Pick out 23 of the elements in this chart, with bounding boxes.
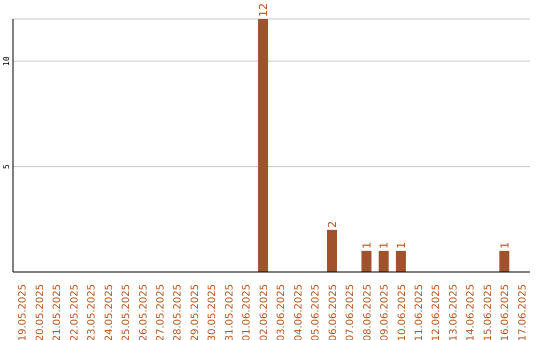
bar [396,250,406,272]
x-tick-label: 11.06.2025 [414,284,425,340]
bar [326,230,337,272]
bar [258,19,268,272]
x-tick-label: 19.05.2025 [18,284,29,340]
x-tick-label: 10.06.2025 [396,284,408,340]
x-tick-label: 13.06.2025 [448,284,460,340]
data-label: 1 [378,242,391,249]
y-tick-label: 5 [2,164,11,169]
data-label: 12 [257,3,270,17]
x-tick-label: 16.06.2025 [500,284,512,340]
data-label: 2 [326,220,339,228]
data-label: 1 [394,242,408,249]
data-label: 1 [498,242,512,249]
x-tick-label: 14.06.2025 [466,284,477,340]
y-tick-label: 10 [2,56,11,66]
bar [378,250,389,272]
x-tick-label: 12.06.2025 [431,284,442,340]
x-tick-label: 17.06.2025 [517,284,528,340]
bar [499,250,510,272]
bar [361,250,372,272]
data-label: 1 [360,242,374,249]
x-tick-label: 15.06.2025 [482,284,494,340]
